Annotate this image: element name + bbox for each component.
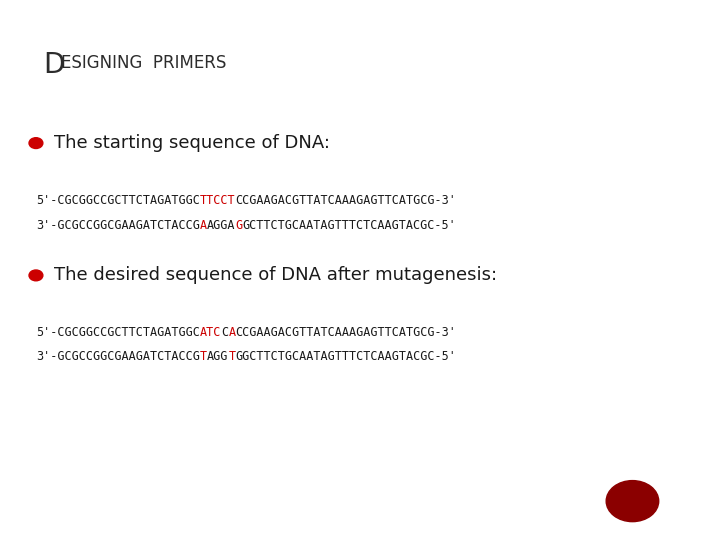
Text: ATC: ATC	[200, 326, 221, 339]
Text: 5'-CGCGGCCGCTTCTAGATGGC: 5'-CGCGGCCGCTTCTAGATGGC	[36, 194, 200, 207]
Text: 3'-GCGCCGGCGAAGATCTACCG: 3'-GCGCCGGCGAAGATCTACCG	[36, 350, 200, 363]
Text: CCGAAGACGTTATCAAAGAGTTCATGCG-3': CCGAAGACGTTATCAAAGAGTTCATGCG-3'	[235, 326, 456, 339]
Text: 5'-CGCGGCCGCTTCTAGATGGC: 5'-CGCGGCCGCTTCTAGATGGC	[36, 326, 200, 339]
Text: T: T	[228, 350, 235, 363]
Text: GGCTTCTGCAATAGTTTCTCAAGTACGC-5': GGCTTCTGCAATAGTTTCTCAAGTACGC-5'	[235, 350, 456, 363]
Text: D: D	[43, 51, 64, 79]
Text: AGG: AGG	[207, 350, 228, 363]
Text: CCGAAGACGTTATCAAAGAGTTCATGCG-3': CCGAAGACGTTATCAAAGAGTTCATGCG-3'	[235, 194, 456, 207]
Text: TTCCT: TTCCT	[200, 194, 235, 207]
Circle shape	[29, 270, 43, 281]
Circle shape	[606, 481, 659, 522]
Text: T: T	[200, 350, 207, 363]
Text: GCTTCTGCAATAGTTTCTCAAGTACGC-5': GCTTCTGCAATAGTTTCTCAAGTACGC-5'	[243, 219, 456, 232]
Text: A: A	[200, 219, 207, 232]
Text: The starting sequence of DNA:: The starting sequence of DNA:	[54, 134, 330, 152]
Text: G: G	[235, 219, 243, 232]
Text: ESIGNING  PRIMERS: ESIGNING PRIMERS	[60, 54, 226, 72]
Text: AGGA: AGGA	[207, 219, 235, 232]
Text: The desired sequence of DNA after mutagenesis:: The desired sequence of DNA after mutage…	[54, 266, 497, 285]
Text: A: A	[228, 326, 235, 339]
Circle shape	[29, 138, 43, 148]
Text: 3'-GCGCCGGCGAAGATCTACCG: 3'-GCGCCGGCGAAGATCTACCG	[36, 219, 200, 232]
Text: C: C	[221, 326, 228, 339]
